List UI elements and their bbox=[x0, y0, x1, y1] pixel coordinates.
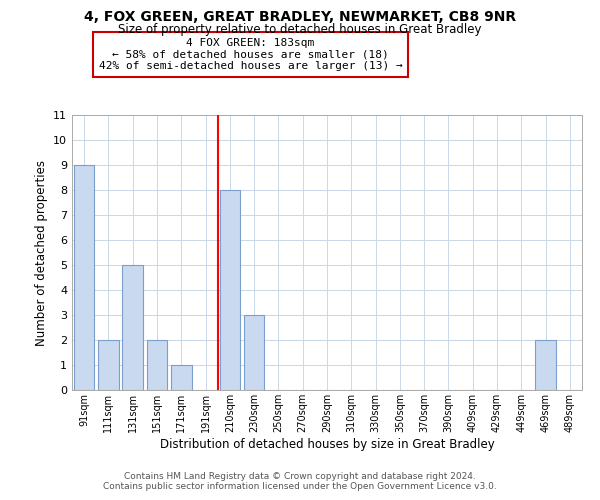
Bar bbox=[220, 190, 240, 390]
Text: Size of property relative to detached houses in Great Bradley: Size of property relative to detached ho… bbox=[118, 22, 482, 36]
Bar bbox=[244, 315, 265, 390]
Bar bbox=[171, 365, 191, 390]
Bar bbox=[74, 165, 94, 390]
Text: Contains HM Land Registry data © Crown copyright and database right 2024.: Contains HM Land Registry data © Crown c… bbox=[124, 472, 476, 481]
Text: 4, FOX GREEN, GREAT BRADLEY, NEWMARKET, CB8 9NR: 4, FOX GREEN, GREAT BRADLEY, NEWMARKET, … bbox=[84, 10, 516, 24]
X-axis label: Distribution of detached houses by size in Great Bradley: Distribution of detached houses by size … bbox=[160, 438, 494, 450]
Bar bbox=[535, 340, 556, 390]
Y-axis label: Number of detached properties: Number of detached properties bbox=[35, 160, 47, 346]
Bar bbox=[98, 340, 119, 390]
Bar bbox=[146, 340, 167, 390]
Text: 4 FOX GREEN: 183sqm
← 58% of detached houses are smaller (18)
42% of semi-detach: 4 FOX GREEN: 183sqm ← 58% of detached ho… bbox=[98, 38, 403, 71]
Text: Contains public sector information licensed under the Open Government Licence v3: Contains public sector information licen… bbox=[103, 482, 497, 491]
Bar bbox=[122, 265, 143, 390]
